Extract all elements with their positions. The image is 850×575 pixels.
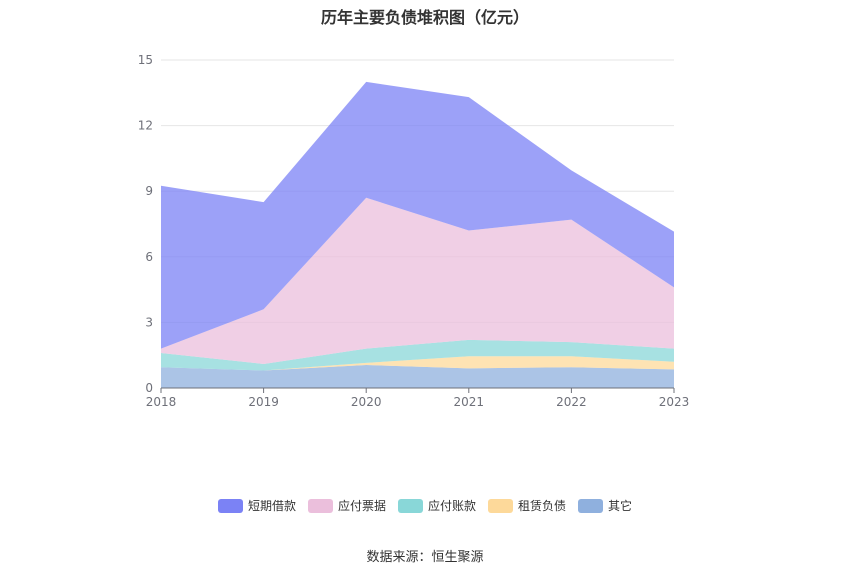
legend-label: 租赁负债 <box>518 499 567 513</box>
y-tick-label: 9 <box>145 184 153 198</box>
legend: 短期借款 应付票据 应付账款 租赁负债 其它 <box>0 497 850 514</box>
y-tick-label: 6 <box>145 250 153 264</box>
area-layer <box>161 81 674 388</box>
area-series-租赁负债 <box>161 356 674 371</box>
legend-swatch <box>488 498 513 513</box>
legend-item[interactable]: 短期借款 <box>217 497 296 514</box>
legend-item[interactable]: 应付票据 <box>307 497 386 514</box>
x-tick-label: 2018 <box>146 395 177 409</box>
x-tick-label: 2021 <box>454 395 485 409</box>
legend-swatch <box>578 498 604 513</box>
y-tick-label: 12 <box>138 119 153 133</box>
area-series-短期借款 <box>161 81 674 349</box>
chart-title: 历年主要负债堆积图（亿元） <box>320 8 529 27</box>
source-note: 数据来源：恒生聚源 <box>366 550 484 565</box>
legend-label: 其它 <box>608 499 633 513</box>
x-tick-label: 2020 <box>351 395 382 409</box>
area-series-其它 <box>161 365 674 388</box>
x-tick-label: 2022 <box>556 395 587 409</box>
axis-layer: 0 3 6 9 12 15 2018 2019 2020 2021 2022 2023 <box>138 53 690 409</box>
y-tick-label: 3 <box>145 315 153 329</box>
legend-item[interactable]: 其它 <box>578 497 632 514</box>
legend-label: 应付账款 <box>427 499 476 513</box>
x-tick-label: 2023 <box>659 395 690 409</box>
area-series-应付票据 <box>161 197 674 364</box>
x-tick-label: 2019 <box>248 395 279 409</box>
legend-label: 应付票据 <box>337 499 386 513</box>
legend-swatch <box>217 498 243 513</box>
legend-label: 短期借款 <box>247 499 296 513</box>
legend-swatch <box>397 498 423 513</box>
y-tick-label: 0 <box>145 381 153 395</box>
y-tick-label: 15 <box>138 53 153 67</box>
legend-item[interactable]: 应付账款 <box>397 497 476 514</box>
area-series-应付账款 <box>161 339 674 371</box>
legend-item[interactable]: 租赁负债 <box>488 497 566 514</box>
legend-swatch <box>307 498 333 513</box>
